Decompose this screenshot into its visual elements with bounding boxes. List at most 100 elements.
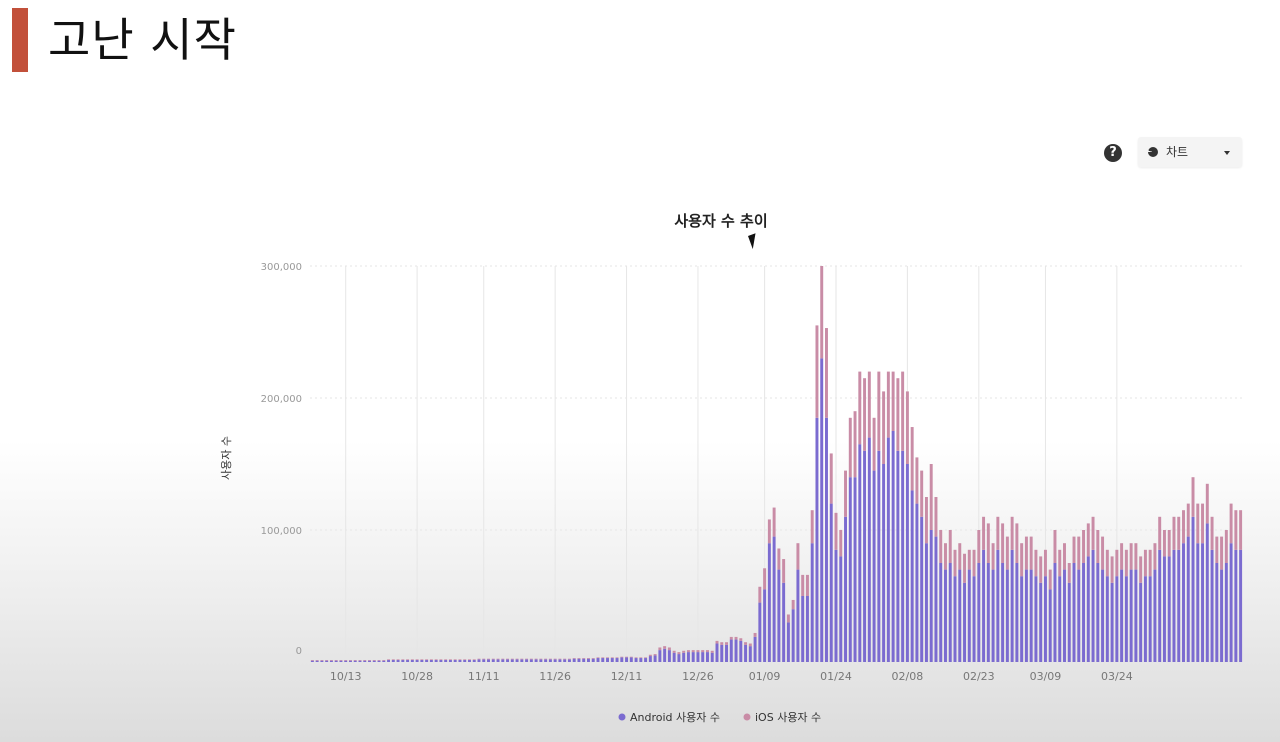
bar-android — [434, 660, 438, 662]
bar-ios — [382, 660, 386, 661]
bar-ios — [634, 657, 638, 659]
bar-ios — [1039, 556, 1043, 583]
bar-ios — [567, 658, 571, 660]
bar-android — [786, 622, 790, 662]
bar-ios — [772, 507, 776, 537]
bar-ios — [710, 650, 714, 653]
bar-ios — [758, 586, 762, 603]
bar-android — [886, 437, 890, 662]
bar-android — [1063, 569, 1066, 662]
bar-android — [1220, 569, 1224, 662]
bar-android — [377, 660, 381, 662]
title-accent-bar — [12, 8, 28, 72]
bar-ios — [529, 658, 533, 660]
bar-ios — [1215, 536, 1219, 563]
chart-title: 사용자 수 추이 — [674, 212, 767, 230]
bar-android — [920, 516, 924, 662]
bar-android — [1053, 563, 1057, 662]
bar-android — [763, 589, 767, 662]
bar-ios — [1134, 543, 1138, 570]
bar-ios — [1072, 536, 1076, 563]
bar-ios — [658, 647, 662, 651]
bar-ios — [910, 427, 914, 491]
bar-ios — [1224, 530, 1228, 563]
bar-android — [1048, 589, 1052, 662]
bar-ios — [1067, 563, 1071, 583]
bar-android — [777, 569, 781, 662]
bar-android — [739, 640, 743, 662]
bar-ios — [701, 650, 705, 653]
bar-ios — [1048, 569, 1052, 590]
bar-android — [463, 660, 467, 662]
bar-ios — [948, 530, 952, 563]
bar-ios — [596, 657, 600, 659]
bar-android — [387, 660, 391, 662]
bar-ios — [548, 658, 552, 660]
bar-ios — [829, 453, 833, 504]
bar-ios — [1005, 536, 1009, 570]
bar-ios — [553, 658, 557, 660]
bar-ios — [1153, 543, 1157, 570]
bar-android — [634, 658, 638, 662]
bar-android — [748, 646, 752, 662]
bar-ios — [487, 658, 490, 660]
bar-ios — [996, 516, 1000, 550]
bar-android — [939, 563, 943, 662]
chart-view-select[interactable]: 차트 — [1138, 137, 1242, 167]
bar-android — [1067, 582, 1071, 662]
y-axis-ticks: 0 100,000 200,000 300,000 — [261, 262, 302, 657]
bar-android — [682, 652, 686, 662]
bar-android — [501, 659, 505, 662]
bar-android — [839, 556, 843, 662]
bar-android — [368, 660, 371, 662]
legend-label-android: Android 사용자 수 — [630, 711, 720, 724]
bar-android — [972, 576, 976, 662]
bar-ios — [715, 640, 719, 644]
bar-android — [1124, 576, 1128, 662]
bar-ios — [686, 650, 690, 653]
bar-ios — [991, 543, 995, 570]
bar-ios — [653, 654, 657, 656]
bar-ios — [496, 658, 500, 660]
bar-ios — [415, 659, 419, 661]
bar-android — [877, 450, 881, 662]
bar-ios — [963, 553, 967, 583]
bar-android — [491, 659, 495, 662]
bar-android — [1129, 569, 1133, 662]
y-tick-label: 100,000 — [261, 526, 302, 537]
x-tick-label: 12/26 — [682, 670, 714, 683]
bar-android — [1077, 569, 1081, 662]
bar-android — [958, 569, 962, 662]
bar-android — [1224, 563, 1228, 662]
bar-android — [805, 596, 809, 662]
bar-ios — [739, 638, 743, 641]
bar-android — [1024, 569, 1028, 662]
bar-ios — [448, 659, 452, 661]
bar-ios — [648, 654, 652, 657]
x-tick-label: 03/24 — [1101, 670, 1133, 683]
bar-android — [544, 659, 548, 662]
bar-android — [1158, 549, 1162, 662]
bar-ios — [872, 417, 876, 471]
bar-android — [753, 636, 757, 662]
bar-android — [1191, 516, 1195, 662]
bar-ios — [482, 658, 486, 660]
bar-ios — [882, 391, 886, 464]
x-tick-label: 01/09 — [749, 670, 781, 683]
bar-ios — [387, 659, 391, 661]
bar-android — [1101, 569, 1105, 662]
bar-android — [734, 639, 738, 662]
bar-android — [991, 569, 995, 662]
bar-android — [720, 644, 724, 662]
bar-android — [1153, 569, 1157, 662]
bar-android — [548, 659, 552, 662]
bar-android — [453, 660, 457, 662]
bar-android — [701, 652, 705, 662]
bar-ios — [1148, 549, 1152, 577]
bar-ios — [363, 660, 367, 661]
question-circle-icon[interactable]: ? — [1104, 144, 1122, 162]
bar-android — [796, 569, 800, 662]
bar-ios — [606, 657, 609, 659]
bar-android — [325, 660, 329, 662]
bar-android — [401, 660, 405, 662]
